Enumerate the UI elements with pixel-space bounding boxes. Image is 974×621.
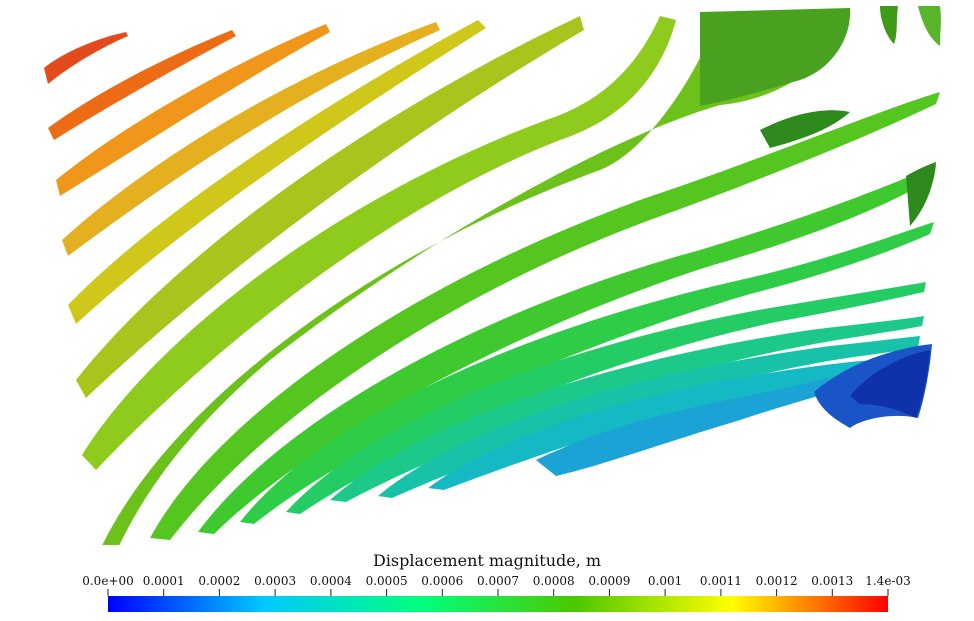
tick-label: 0.0001 bbox=[143, 574, 185, 588]
tick-label: 0.0007 bbox=[477, 574, 519, 588]
isosurface-band-orange bbox=[56, 22, 440, 256]
isosurface-band-green bbox=[198, 165, 936, 534]
isosurface-band-red bbox=[44, 30, 236, 140]
tick-label: 0.0006 bbox=[421, 574, 463, 588]
colorbar-tick-marks bbox=[107, 589, 889, 596]
tick-label: 1.4e-03 bbox=[865, 574, 911, 588]
tick-label: 0.0009 bbox=[588, 574, 630, 588]
tick-label: 0.0004 bbox=[310, 574, 352, 588]
colorbar-gradient bbox=[108, 596, 888, 612]
colorbar: 0.0e+00 0.0001 0.0002 0.0003 0.0004 0.0005 0.0… bbox=[82, 574, 911, 612]
tick-label: 0.0002 bbox=[198, 574, 240, 588]
isosurface-band-yellow bbox=[68, 16, 584, 398]
tick-label: 0.0e+00 bbox=[82, 574, 134, 588]
isosurface-band-blue bbox=[814, 344, 932, 428]
tick-label: 0.0003 bbox=[254, 574, 296, 588]
tick-label: 0.001 bbox=[648, 574, 682, 588]
tick-label: 0.0008 bbox=[533, 574, 575, 588]
isosurface-visualization bbox=[44, 6, 941, 545]
legend-title: Displacement magnitude, m bbox=[372, 551, 602, 570]
isosurface-band-darkgreen bbox=[700, 6, 941, 226]
tick-label: 0.0013 bbox=[811, 574, 853, 588]
tick-label: 0.0012 bbox=[756, 574, 798, 588]
colorbar-tick-labels: 0.0e+00 0.0001 0.0002 0.0003 0.0004 0.0005 0.0… bbox=[82, 574, 911, 588]
tick-label: 0.0005 bbox=[366, 574, 408, 588]
tick-label: 0.0011 bbox=[700, 574, 742, 588]
